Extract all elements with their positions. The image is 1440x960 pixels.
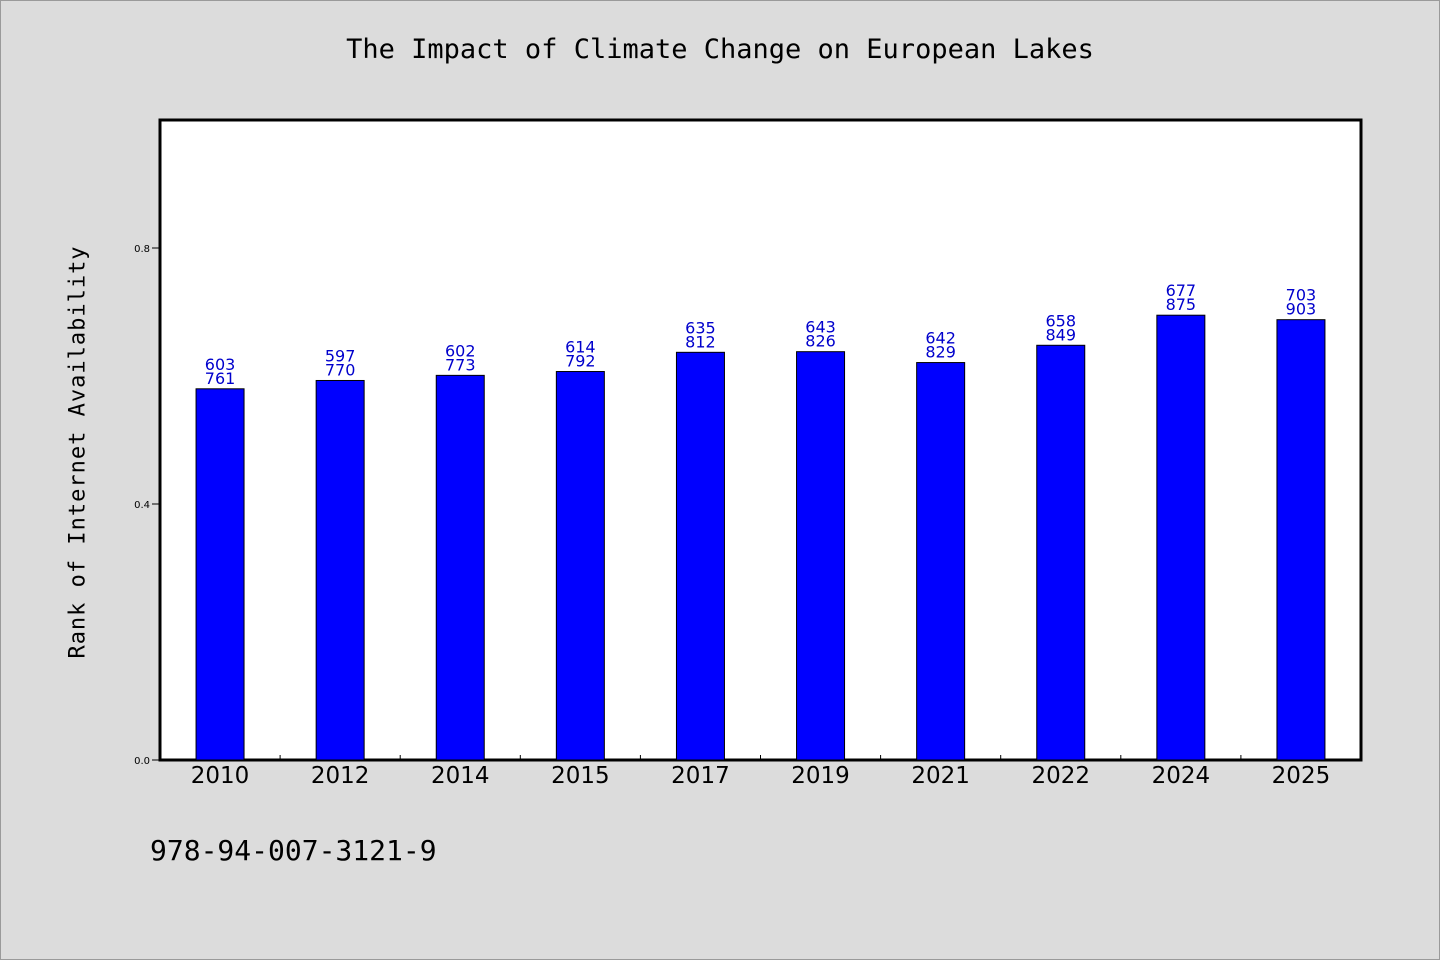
data-label: 635: [685, 318, 716, 337]
chart-title: The Impact of Climate Change on European…: [346, 34, 1094, 65]
x-tick-label: 2010: [191, 763, 250, 789]
data-label: 875: [1166, 295, 1197, 314]
data-label: 658: [1045, 311, 1076, 330]
footer-code: 978-94-007-3121-9: [150, 834, 437, 867]
x-tick-label: 2012: [311, 763, 370, 789]
data-label: 792: [565, 352, 596, 371]
data-label: 849: [1045, 325, 1076, 344]
x-tick-label: 2021: [911, 763, 970, 789]
data-label: 761: [205, 369, 236, 388]
data-label: 829: [925, 343, 956, 362]
x-tick-label: 2019: [791, 763, 850, 789]
bar: [916, 362, 966, 761]
bar: [1156, 314, 1206, 761]
data-label: 597: [325, 346, 356, 365]
data-label: 703: [1286, 286, 1317, 305]
bar: [195, 388, 245, 761]
data-label: 812: [685, 332, 716, 351]
bar: [555, 371, 605, 761]
data-label: 770: [325, 360, 356, 379]
y-tick-label: 0.8: [134, 244, 150, 255]
data-label: 603: [205, 355, 236, 374]
x-tick-label: 2015: [551, 763, 610, 789]
data-label: 773: [445, 355, 476, 374]
y-tick-label: 0.4: [134, 500, 150, 511]
data-label: 642: [925, 329, 956, 348]
data-label: 826: [805, 332, 836, 351]
bar: [315, 379, 365, 761]
bar: [1276, 319, 1326, 761]
bar: [675, 351, 725, 761]
x-tick-label: 2017: [671, 763, 730, 789]
data-label: 677: [1166, 281, 1197, 300]
bar: [1036, 344, 1086, 761]
data-label: 643: [805, 318, 836, 337]
x-tick-label: 2025: [1272, 763, 1331, 789]
bar: [435, 374, 485, 761]
data-label: 614: [565, 338, 596, 357]
data-label: 903: [1286, 300, 1317, 319]
x-tick-label: 2014: [431, 763, 490, 789]
bar: [796, 351, 846, 761]
x-tick-label: 2024: [1152, 763, 1211, 789]
x-tick-label: 2022: [1031, 763, 1090, 789]
data-label: 602: [445, 341, 476, 360]
y-tick-label: 0.0: [134, 756, 150, 767]
